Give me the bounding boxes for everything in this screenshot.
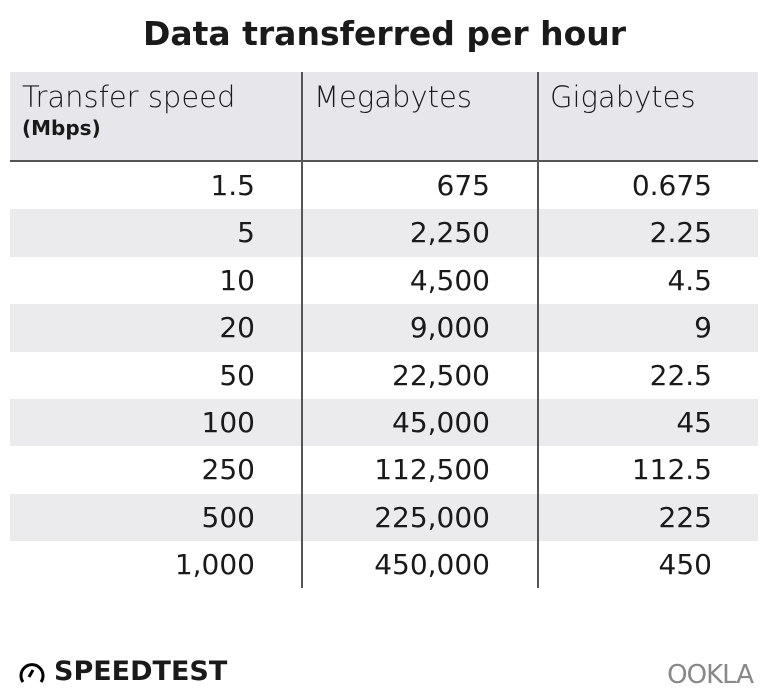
table-cell: 22.5 [649, 358, 712, 392]
table-row: 1,000 450,000 450 [10, 541, 758, 588]
table-row: 1.5 675 0.675 [10, 162, 758, 209]
table-cell: 225 [658, 500, 712, 534]
table-cell: 5 [237, 216, 255, 250]
table-cell: 9,000 [409, 311, 490, 345]
table-cell: 22,500 [392, 358, 490, 392]
header-gigabytes: Gigabytes [550, 80, 696, 114]
speedtest-wordmark: SPEEDTEST [54, 656, 228, 687]
table-cell: 2,250 [409, 216, 490, 250]
table-cell: 112,500 [374, 453, 490, 487]
header-transfer-speed: Transfer speed (Mbps) [22, 80, 235, 140]
header-label: Transfer speed [22, 80, 236, 114]
table-cell: 50 [219, 358, 255, 392]
table-cell: 450 [658, 548, 712, 582]
table-cell: 250 [201, 453, 255, 487]
table-cell: 225,000 [374, 500, 490, 534]
table-cell: 1.5 [210, 169, 255, 202]
table-cell: 100 [201, 405, 255, 439]
table-row: 50 22,500 22.5 [10, 352, 758, 399]
table-cell: 4.5 [667, 263, 712, 297]
table-cell: 675 [436, 169, 490, 202]
table-row: 100 45,000 45 [10, 398, 758, 447]
table-cell: 4,500 [409, 263, 490, 297]
table-row: 250 112,500 112.5 [10, 446, 758, 493]
column-divider [537, 72, 539, 588]
column-divider [301, 72, 303, 588]
table-cell: 112.5 [631, 453, 712, 487]
table-row: 20 9,000 9 [10, 304, 758, 352]
ookla-logo: OOKLA [667, 660, 754, 690]
header-megabytes: Megabytes [314, 80, 472, 114]
header-unit: (Mbps) [22, 116, 101, 140]
table-row: 500 225,000 225 [10, 493, 758, 542]
table-title: Data transferred per hour [142, 14, 627, 53]
table-cell: 45 [676, 405, 712, 439]
table-cell: 0.675 [631, 169, 712, 202]
table-cell: 2.25 [649, 216, 712, 250]
table-cell: 500 [201, 500, 255, 534]
speedtest-logo: SPEEDTEST [18, 656, 227, 687]
table-cell: 10 [219, 263, 255, 297]
table-header: Transfer speed (Mbps) Megabytes Gigabyte… [10, 72, 758, 162]
table-cell: 1,000 [174, 548, 255, 582]
table-row: 5 2,250 2.25 [10, 209, 758, 257]
table-cell: 20 [219, 311, 255, 345]
table-cell: 450,000 [374, 548, 490, 582]
data-table: Transfer speed (Mbps) Megabytes Gigabyte… [10, 72, 758, 589]
speedometer-icon [19, 662, 45, 683]
table-cell: 9 [694, 311, 712, 345]
table-cell: 45,000 [392, 405, 490, 439]
table-row: 10 4,500 4.5 [10, 257, 758, 304]
